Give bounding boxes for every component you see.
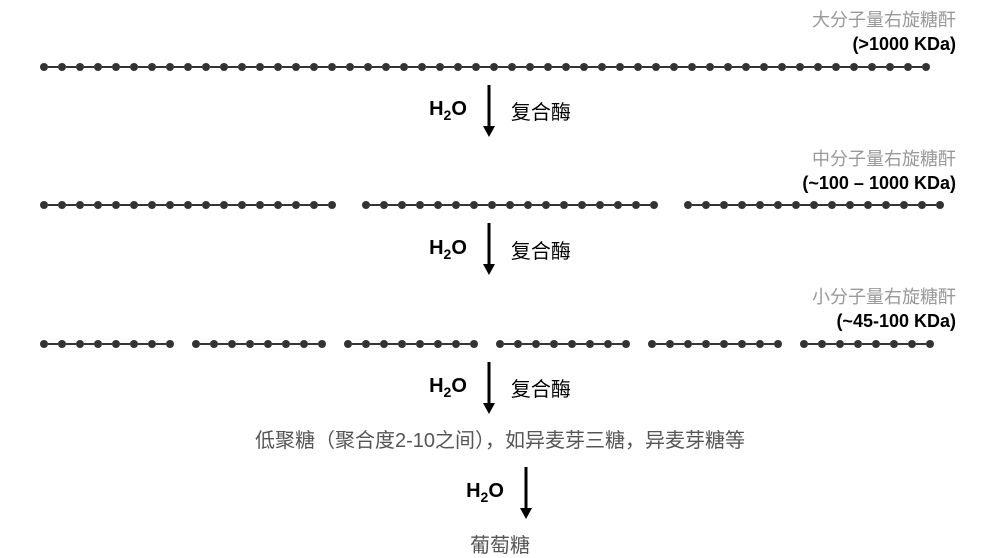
oligosaccharide-text: 低聚糖（聚合度2-10之间），如异麦芽三糖，异麦芽糖等: [40, 424, 960, 453]
h2o-label: H2O: [429, 375, 467, 400]
polymer-chain-segment: [40, 201, 336, 209]
polymer-chain-segment: [344, 340, 478, 348]
stage-mw-range: (~100 – 1000 KDa): [40, 171, 956, 195]
reaction-arrow-row: H2O 复合酶: [40, 223, 960, 275]
enzyme-label: 复合酶: [511, 96, 571, 125]
stage-title: 大分子量右旋糖酐: [40, 8, 956, 32]
dextran-hydrolysis-diagram: 大分子量右旋糖酐(>1000 KDa)H2O复合酶中分子量右旋糖酐(~100 –…: [40, 8, 960, 558]
polymer-chain-row: [40, 201, 960, 209]
enzyme-label: 复合酶: [511, 235, 571, 264]
h2o-label: H2O: [466, 480, 504, 505]
down-arrow-icon: [481, 85, 497, 137]
polymer-chain-segment: [800, 340, 934, 348]
reaction-arrow-row: H2O: [40, 467, 960, 519]
polymer-chain-segment: [684, 201, 944, 209]
polymer-chain-segment: [362, 201, 658, 209]
polymer-chain-segment: [496, 340, 630, 348]
stage-title: 中分子量右旋糖酐: [40, 147, 956, 171]
stage-label: 大分子量右旋糖酐(>1000 KDa): [40, 8, 960, 57]
stage-label: 小分子量右旋糖酐(~45-100 KDa): [40, 285, 960, 334]
polymer-chain-segment: [648, 340, 782, 348]
polymer-chain-segment: [40, 340, 174, 348]
down-arrow-icon: [518, 467, 534, 519]
polymer-chain-segment: [192, 340, 326, 348]
enzyme-label: 复合酶: [511, 373, 571, 402]
polymer-chain-row: [40, 340, 960, 348]
down-arrow-icon: [481, 223, 497, 275]
stage-title: 小分子量右旋糖酐: [40, 285, 956, 309]
polymer-chain-row: [40, 63, 960, 71]
h2o-label: H2O: [429, 237, 467, 262]
stage-mw-range: (~45-100 KDa): [40, 309, 956, 333]
down-arrow-icon: [481, 362, 497, 414]
stage-label: 中分子量右旋糖酐(~100 – 1000 KDa): [40, 147, 960, 196]
reaction-arrow-row: H2O 复合酶: [40, 85, 960, 137]
final-product-text: 葡萄糖: [40, 529, 960, 558]
stage-mw-range: (>1000 KDa): [40, 32, 956, 56]
h2o-label: H2O: [429, 98, 467, 123]
polymer-chain-segment: [40, 63, 930, 71]
reaction-arrow-row: H2O 复合酶: [40, 362, 960, 414]
